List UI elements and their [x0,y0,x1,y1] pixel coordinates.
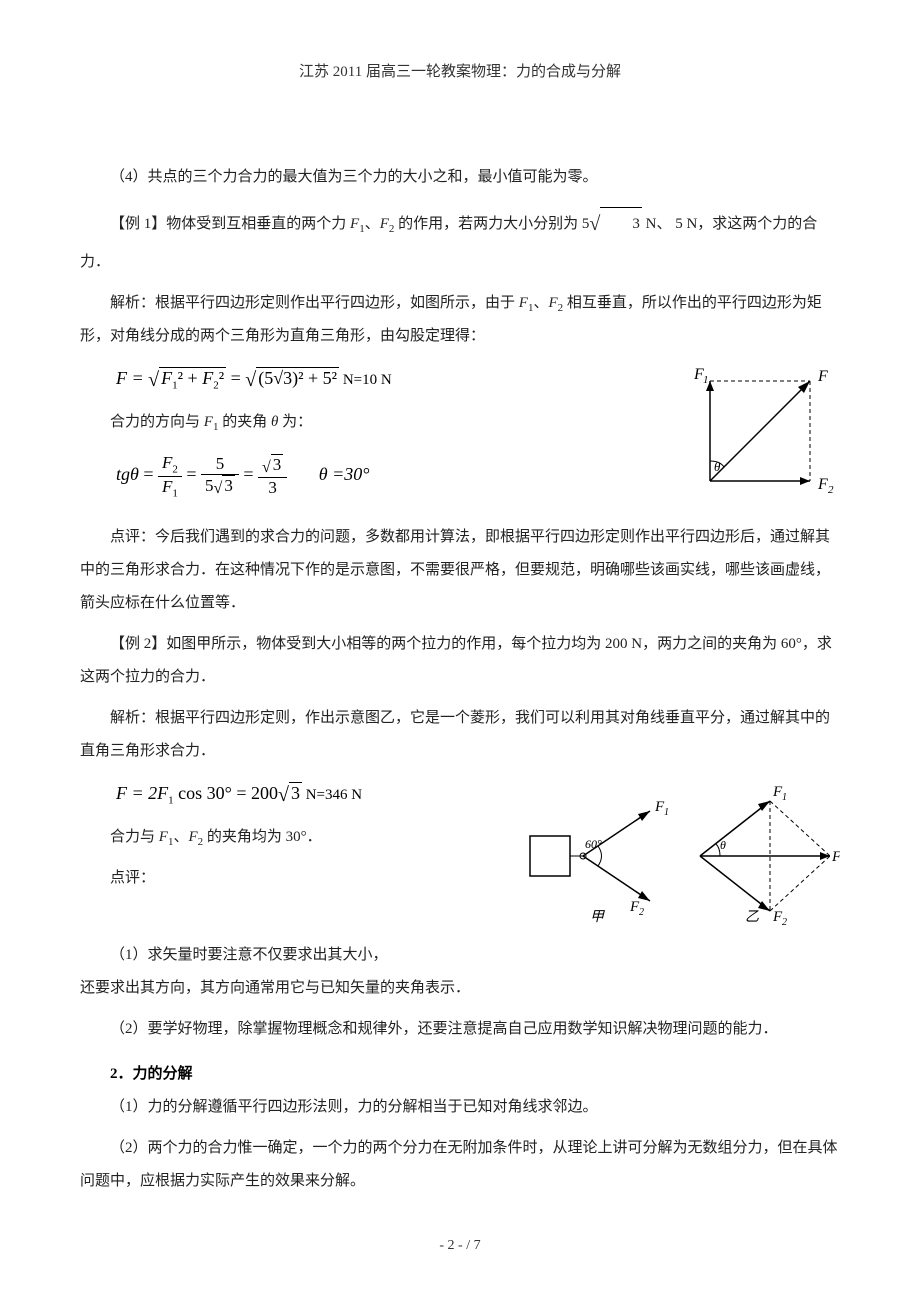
text: 的作用，若两力大小分别为 5 [394,216,589,232]
sqrt-body: 3 [289,782,302,804]
svg-text:F: F [817,368,828,385]
svg-text:1: 1 [664,807,669,818]
frac-2: 5 5√3 [201,454,239,498]
c1-first-line: （1）求矢量时要注意不仅要求出其大小， [80,939,388,972]
var-f1: F [204,414,213,430]
sqrt3-inline: √3 [589,216,641,232]
ex2-solution: 解析：根据平行四边形定则，作出示意图乙，它是一个菱形，我们可以利用其对角线垂直平… [80,702,840,768]
svg-text:1: 1 [782,792,787,803]
svg-text:F: F [831,849,840,865]
sqrt-body: F1² + F2² [159,367,226,392]
var-f1: F [519,295,528,311]
page-footer: - 2 - / 7 [80,1238,840,1254]
text: 的夹角均为 30°． [203,829,322,845]
page-header: 江苏 2011 届高三一轮教案物理：力的合成与分解 [80,60,840,81]
svg-text:60°: 60° [585,837,602,851]
text: 、 [533,295,548,311]
example-1-solution: 解析：根据平行四边形定则作出平行四边形，如图所示，由于 F1、F2 相互垂直，所… [80,287,840,353]
frac-3: √3 3 [258,454,287,498]
text: 解析：根据平行四边形定则作出平行四边形，如图所示，由于 [110,295,519,311]
tg: tgθ [116,464,139,484]
c1-rest: 还要求出其方向，其方向通常用它与已知矢量的夹角表示． [80,980,470,996]
formula3-lhs: F = 2F [116,783,168,803]
svg-text:2: 2 [782,917,787,926]
formula-lhs: F = [116,368,148,388]
eq: = [226,368,245,388]
svg-text:乙: 乙 [745,910,759,925]
sqrt-body: (5√3)² + 5² [256,367,339,389]
text: 、 [173,829,188,845]
var-f1: F [350,216,359,232]
svg-text:2: 2 [639,907,644,918]
text: 合力与 [110,829,159,845]
var-f2: F [380,216,389,232]
svg-text:F: F [817,476,828,493]
figure-1: F1 F F2 θ [690,361,840,506]
formula3-res: N=346 N [302,787,362,803]
text: 为： [278,414,312,430]
text: 的夹角 [218,414,271,430]
text: 合力的方向与 [110,414,204,430]
cos: cos 30° = 200 [178,783,278,803]
svg-text:θ: θ [714,459,721,474]
svg-text:2: 2 [828,484,834,496]
section-2-title: 2．力的分解 [110,1062,840,1083]
s2-p2: （2）两个力的合力惟一确定，一个力的两个分力在无附加条件时，从理论上讲可分解为无… [80,1132,840,1198]
text: 【例 1】物体受到互相垂直的两个力 [110,216,350,232]
var-f2: F [188,829,197,845]
ex2-comment-2: （2）要学好物理，除掌握物理概念和规律外，还要注意提高自己应用数学知识解决物理问… [80,1013,840,1046]
formula2-result: θ =30° [319,464,370,484]
result: N=10 N [339,372,392,388]
var-f2: F [548,295,557,311]
sqrt-sign: √ [278,784,289,806]
figure-2: 60° F1 F2 甲 θ F1 F2 F 乙 [520,776,840,931]
figure-1-svg: F1 F F2 θ [690,361,840,501]
ex2-intro: 【例 2】如图甲所示，物体受到大小相等的两个拉力的作用，每个拉力均为 200 N… [80,628,840,694]
svg-text:θ: θ [720,838,726,852]
para-4: （4）共点的三个力合力的最大值为三个力的大小之和，最小值可能为零。 [80,161,840,194]
svg-text:1: 1 [703,374,709,386]
sqrt-sign: √ [245,369,256,391]
svg-text:甲: 甲 [590,910,605,925]
ex2-comment-1: （1）求矢量时要注意不仅要求出其大小， 还要求出其方向，其方向通常用它与已知矢量… [80,939,840,1005]
figure-2-svg: 60° F1 F2 甲 θ F1 F2 F 乙 [520,776,840,926]
sqrt-sign: √ [148,369,159,391]
ex1-comment: 点评：今后我们遇到的求合力的问题，多数都用计算法，即根据平行四边形定则作出平行四… [80,521,840,620]
var-f1: F [159,829,168,845]
s2-p1: （1）力的分解遵循平行四边形法则，力的分解相当于已知对角线求邻边。 [80,1091,840,1124]
text: 、 [365,216,380,232]
frac-1: F2 F1 [158,453,182,499]
sub-1: 1 [168,795,174,807]
example-1-intro: 【例 1】物体受到互相垂直的两个力 F1、F2 的作用，若两力大小分别为 5√3… [80,202,840,279]
page: 江苏 2011 届高三一轮教案物理：力的合成与分解 （4）共点的三个力合力的最大… [0,0,920,1294]
